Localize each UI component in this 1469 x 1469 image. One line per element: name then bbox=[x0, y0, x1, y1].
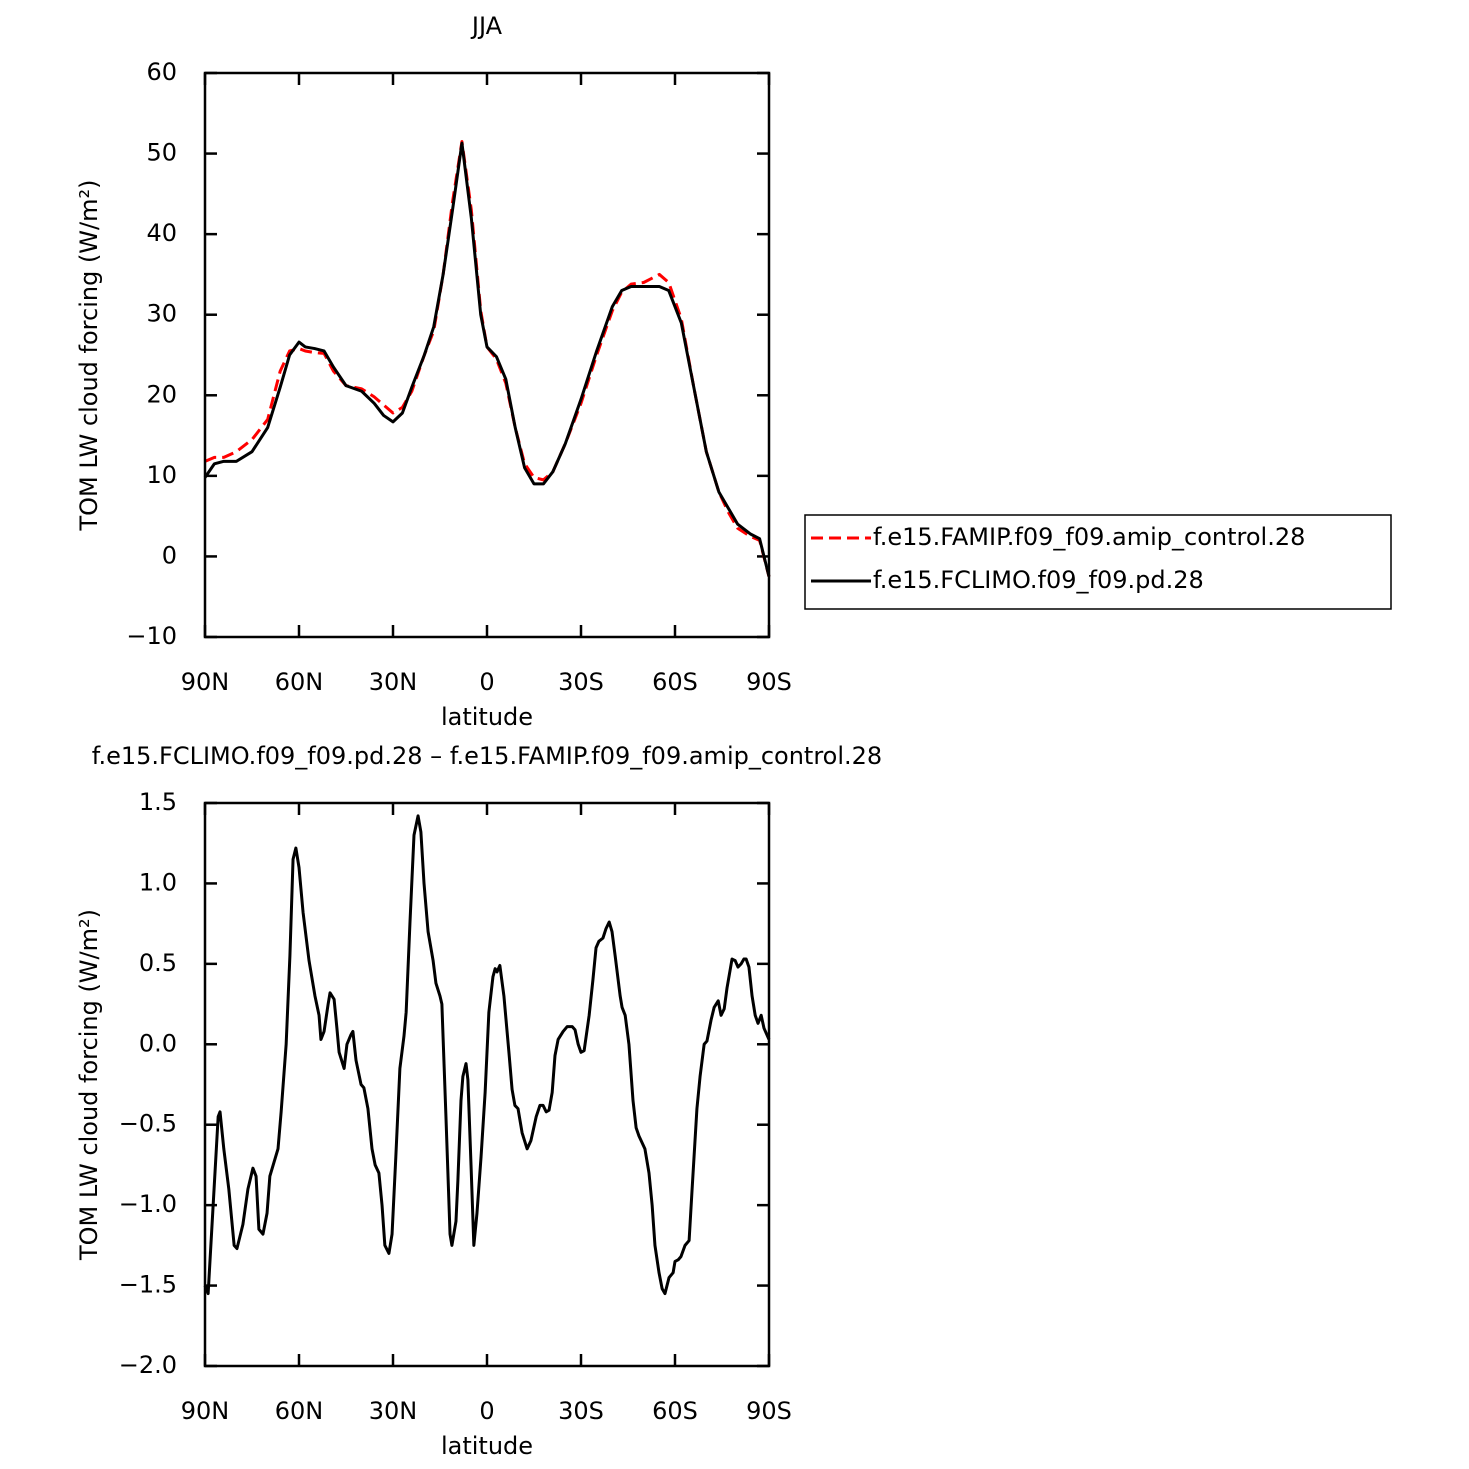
y-tick-label: 10 bbox=[146, 461, 177, 489]
x-tick-label: 60S bbox=[652, 1397, 698, 1425]
y-tick-label: 1.0 bbox=[139, 868, 177, 896]
y-tick-label: 0.0 bbox=[139, 1029, 177, 1057]
legend-box bbox=[804, 514, 1392, 610]
y-tick-label: 50 bbox=[146, 139, 177, 167]
y-tick-label: −10 bbox=[126, 622, 177, 650]
chart-title: JJA bbox=[470, 12, 503, 40]
axis-frame bbox=[203, 71, 771, 639]
x-axis-label: latitude bbox=[441, 1432, 533, 1460]
x-tick-label: 90N bbox=[181, 668, 230, 696]
x-tick-label: 30N bbox=[369, 1397, 418, 1425]
y-tick-label: 0.5 bbox=[139, 949, 177, 977]
y-tick-label: −1.0 bbox=[119, 1190, 177, 1218]
y-tick-label: 1.5 bbox=[139, 788, 177, 816]
x-tick-label: 90N bbox=[181, 1397, 230, 1425]
y-axis-label: TOM LW cloud forcing (W/m²) bbox=[75, 180, 103, 532]
x-tick-label: 90S bbox=[746, 1397, 792, 1425]
x-tick-label: 90S bbox=[746, 668, 792, 696]
x-tick-label: 60N bbox=[275, 1397, 324, 1425]
y-tick-label: 60 bbox=[146, 58, 177, 86]
axis-frame bbox=[203, 801, 771, 1368]
legend-label: f.e15.FAMIP.f09_f09.amip_control.28 bbox=[873, 523, 1305, 551]
data-line bbox=[203, 141, 771, 577]
y-tick-label: 0 bbox=[162, 541, 177, 569]
x-tick-label: 60N bbox=[275, 668, 324, 696]
y-tick-label: −0.5 bbox=[119, 1110, 177, 1138]
y-axis-label: TOM LW cloud forcing (W/m²) bbox=[75, 909, 103, 1261]
x-tick-label: 30S bbox=[558, 1397, 604, 1425]
y-tick-label: 30 bbox=[146, 300, 177, 328]
x-tick-label: 30N bbox=[369, 668, 418, 696]
chart-title: f.e15.FCLIMO.f09_f09.pd.28 – f.e15.FAMIP… bbox=[92, 742, 882, 770]
x-tick-label: 0 bbox=[479, 1397, 494, 1425]
legend-label: f.e15.FCLIMO.f09_f09.pd.28 bbox=[873, 566, 1204, 594]
x-tick-label: 0 bbox=[479, 668, 494, 696]
y-tick-label: −2.0 bbox=[119, 1351, 177, 1379]
x-axis-label: latitude bbox=[441, 703, 533, 731]
y-tick-label: 20 bbox=[146, 380, 177, 408]
y-tick-label: −1.5 bbox=[119, 1271, 177, 1299]
data-line bbox=[203, 814, 771, 1296]
data-line bbox=[204, 139, 771, 577]
y-tick-label: 40 bbox=[146, 219, 177, 247]
x-tick-label: 30S bbox=[558, 668, 604, 696]
x-tick-label: 60S bbox=[652, 668, 698, 696]
